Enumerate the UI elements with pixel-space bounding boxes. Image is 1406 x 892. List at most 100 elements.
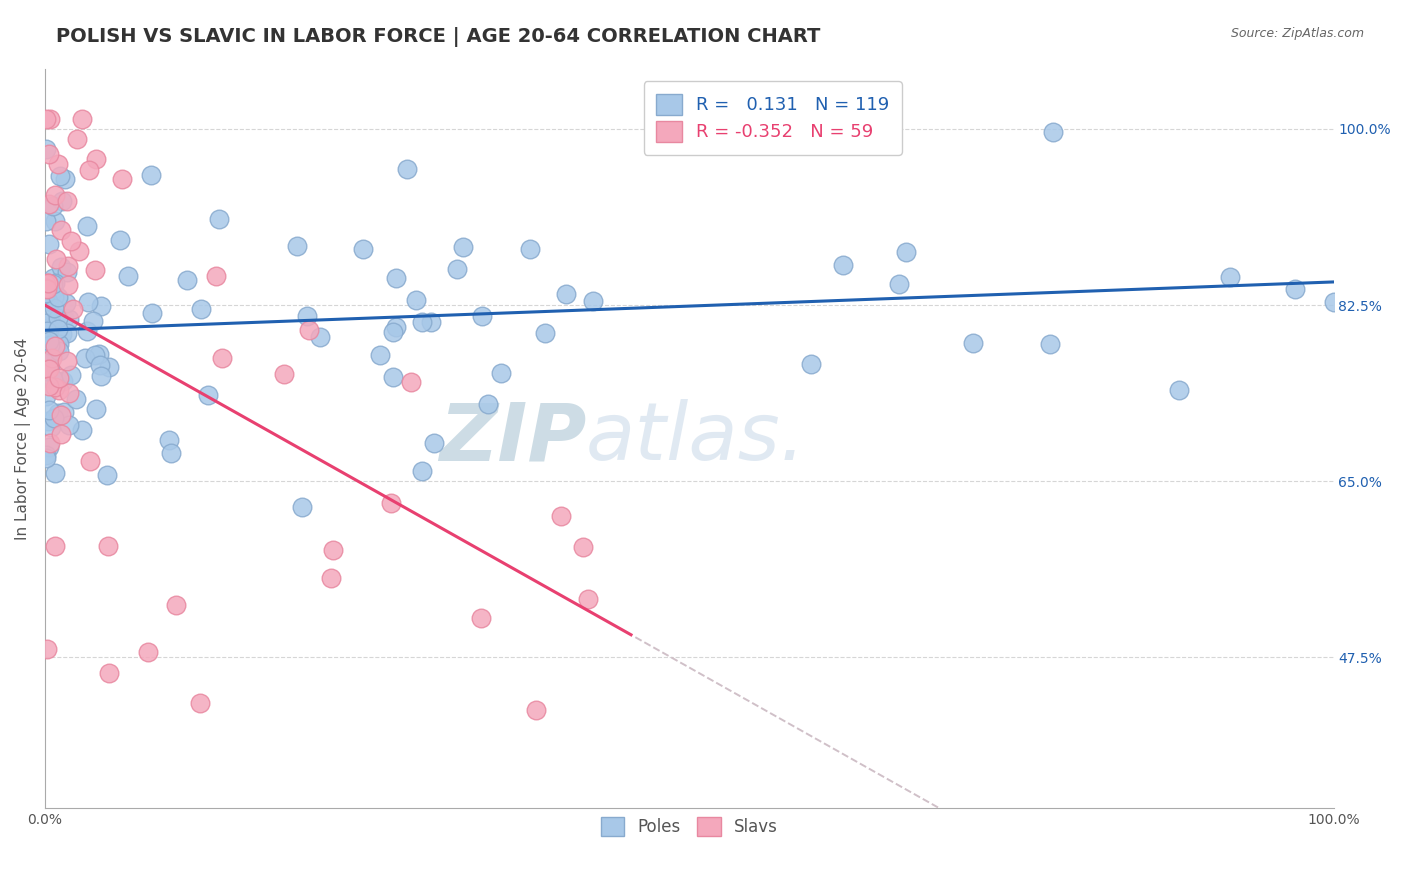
Point: [37, 294, 59, 309]
Point: [97, 539, 120, 553]
Point: [380, 495, 402, 509]
Point: [51, 194, 73, 208]
Point: [56, 278, 79, 293]
Point: [84, 348, 107, 362]
Point: [35, 450, 58, 465]
Point: [411, 314, 433, 328]
Point: [211, 351, 233, 365]
Point: [411, 464, 433, 478]
Point: [56, 259, 79, 273]
Point: [399, 375, 422, 389]
Point: [86, 152, 108, 166]
Point: [46, 338, 69, 352]
Point: [37, 276, 59, 290]
Point: [42, 290, 65, 304]
Point: [35, 285, 58, 300]
Point: [582, 293, 605, 308]
Point: [46, 310, 69, 325]
Point: [42, 270, 65, 285]
Point: [384, 319, 406, 334]
Point: [87, 347, 110, 361]
Point: [48, 384, 70, 398]
Point: [35, 389, 58, 403]
Point: [49, 223, 72, 237]
Point: [48, 337, 70, 351]
Point: [470, 611, 492, 625]
Point: [384, 271, 406, 285]
Text: Source: ZipAtlas.com: Source: ZipAtlas.com: [1230, 27, 1364, 40]
Point: [117, 269, 139, 284]
Point: [89, 359, 111, 373]
Point: [38, 403, 60, 417]
Point: [1042, 125, 1064, 139]
Point: [84, 402, 107, 417]
Point: [90, 299, 112, 313]
Point: [322, 543, 344, 558]
Point: [52, 374, 75, 388]
Point: [524, 703, 547, 717]
Point: [45, 374, 67, 388]
Point: [290, 500, 312, 514]
Point: [44, 539, 66, 553]
Point: [42, 372, 65, 386]
Point: [98, 665, 121, 680]
Point: [62, 301, 84, 316]
Point: [49, 426, 72, 441]
Point: [37, 282, 59, 296]
Point: [39, 112, 62, 126]
Point: [70, 423, 93, 437]
Point: [285, 239, 308, 253]
Point: [44, 380, 66, 394]
Point: [41, 318, 63, 332]
Point: [368, 348, 391, 362]
Point: [519, 242, 541, 256]
Point: [38, 303, 60, 318]
Point: [56, 194, 79, 208]
Point: [60, 235, 83, 249]
Point: [46, 291, 69, 305]
Point: [319, 571, 342, 585]
Point: [110, 234, 132, 248]
Y-axis label: In Labor Force | Age 20-64: In Labor Force | Age 20-64: [15, 337, 31, 540]
Point: [76, 324, 98, 338]
Point: [800, 357, 823, 371]
Point: [176, 273, 198, 287]
Point: [53, 405, 76, 419]
Point: [56, 326, 79, 340]
Point: [446, 262, 468, 277]
Point: [382, 325, 405, 339]
Point: [38, 196, 60, 211]
Point: [396, 162, 419, 177]
Point: [35, 214, 58, 228]
Point: [38, 322, 60, 336]
Point: [44, 213, 66, 227]
Point: [35, 364, 58, 378]
Text: ZIP: ZIP: [439, 400, 586, 477]
Point: [190, 301, 212, 316]
Point: [51, 408, 73, 422]
Point: [188, 696, 211, 710]
Point: [1219, 270, 1241, 285]
Point: [49, 169, 72, 183]
Point: [48, 371, 70, 385]
Point: [38, 436, 60, 450]
Point: [38, 378, 60, 392]
Point: [35, 277, 58, 291]
Point: [52, 310, 75, 325]
Point: [58, 418, 80, 433]
Point: [35, 316, 58, 330]
Point: [136, 645, 159, 659]
Point: [1167, 383, 1189, 397]
Point: [38, 236, 60, 251]
Point: [111, 172, 134, 186]
Point: [550, 509, 572, 524]
Point: [894, 245, 917, 260]
Point: [44, 276, 66, 290]
Point: [59, 368, 82, 383]
Point: [70, 112, 93, 126]
Point: [38, 338, 60, 352]
Point: [46, 290, 69, 304]
Point: [96, 467, 118, 482]
Point: [55, 353, 77, 368]
Point: [572, 540, 595, 554]
